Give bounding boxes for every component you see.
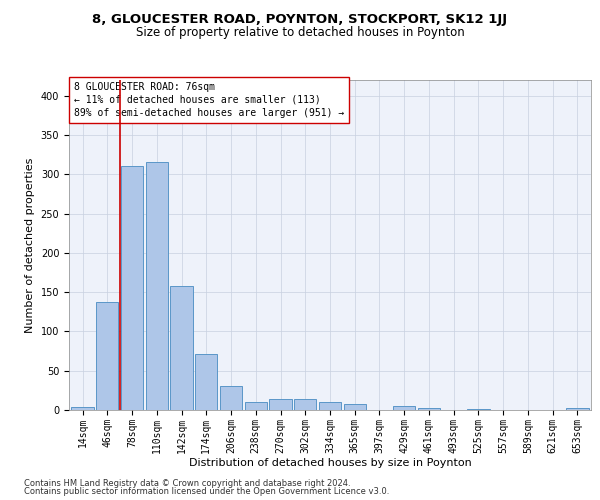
- Bar: [418, 408, 440, 410]
- Y-axis label: Number of detached properties: Number of detached properties: [25, 158, 35, 332]
- Text: 8 GLOUCESTER ROAD: 76sqm
← 11% of detached houses are smaller (113)
89% of semi-: 8 GLOUCESTER ROAD: 76sqm ← 11% of detach…: [74, 82, 344, 118]
- Bar: [393, 406, 415, 410]
- Bar: [121, 166, 143, 410]
- Text: Contains HM Land Registry data © Crown copyright and database right 2024.: Contains HM Land Registry data © Crown c…: [24, 478, 350, 488]
- Bar: [170, 286, 193, 410]
- Bar: [319, 402, 341, 410]
- Bar: [146, 162, 168, 410]
- Bar: [344, 404, 366, 410]
- Text: Size of property relative to detached houses in Poynton: Size of property relative to detached ho…: [136, 26, 464, 39]
- Bar: [96, 302, 118, 410]
- Text: 8, GLOUCESTER ROAD, POYNTON, STOCKPORT, SK12 1JJ: 8, GLOUCESTER ROAD, POYNTON, STOCKPORT, …: [92, 12, 508, 26]
- Bar: [195, 354, 217, 410]
- Bar: [220, 386, 242, 410]
- Bar: [269, 399, 292, 410]
- X-axis label: Distribution of detached houses by size in Poynton: Distribution of detached houses by size …: [188, 458, 472, 468]
- Bar: [467, 409, 490, 410]
- Bar: [294, 399, 316, 410]
- Bar: [71, 407, 94, 410]
- Bar: [566, 408, 589, 410]
- Text: Contains public sector information licensed under the Open Government Licence v3: Contains public sector information licen…: [24, 487, 389, 496]
- Bar: [245, 402, 267, 410]
